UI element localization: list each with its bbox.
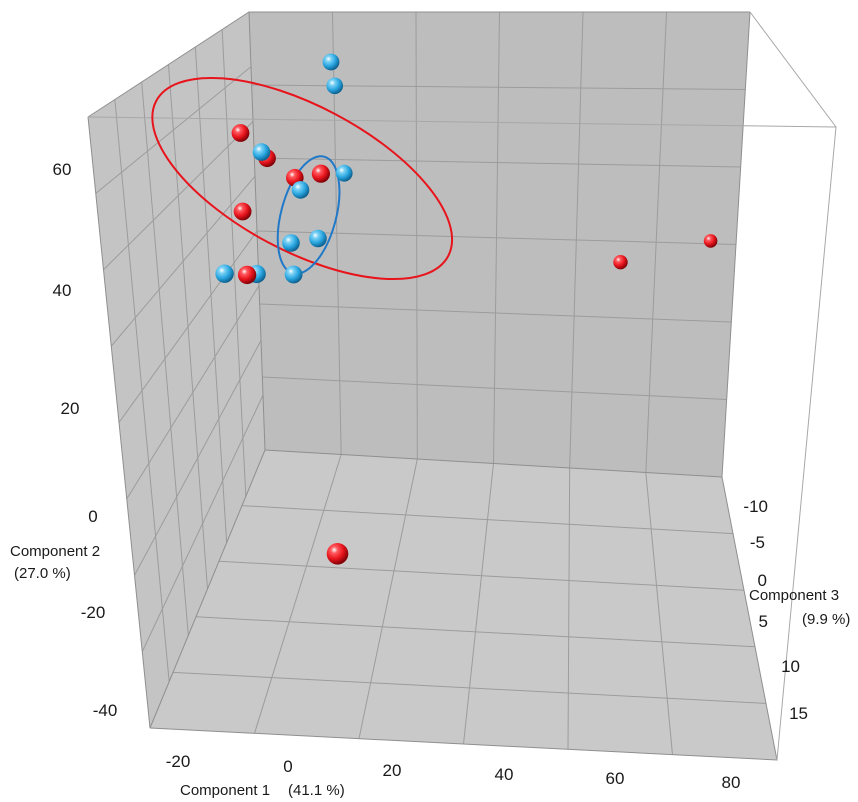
y-axis-title: Component 2 (27.0 %) — [10, 543, 100, 582]
grid-line — [221, 29, 247, 497]
grid-line — [567, 467, 571, 750]
red-group-point — [233, 202, 252, 221]
grid-line — [114, 99, 170, 682]
z-axis-ticks: -10 -5 0 5 10 15 — [743, 497, 808, 723]
blue-group-point — [282, 234, 300, 252]
red-group-point — [613, 255, 628, 270]
grid-line — [262, 376, 727, 400]
blue-group-point — [291, 181, 310, 199]
z-axis-variance: (9.9 %) — [802, 611, 850, 628]
grid-line — [463, 463, 494, 745]
y-axis-variance: (27.0 %) — [14, 565, 71, 582]
red-group-point — [237, 265, 257, 285]
grid-line — [645, 472, 673, 755]
y-tick: -20 — [81, 603, 106, 622]
red-group-point — [231, 124, 250, 142]
data-points — [215, 53, 718, 565]
z-tick: -5 — [750, 533, 765, 552]
grid-line — [195, 616, 756, 648]
blue-group-point — [322, 53, 340, 71]
back-pane — [249, 12, 750, 477]
y-tick: -40 — [93, 701, 118, 720]
y-tick: 20 — [61, 399, 80, 418]
z-tick: 0 — [758, 571, 767, 590]
z-tick: 10 — [781, 657, 800, 676]
grid-line — [194, 46, 228, 543]
z-axis-label: Component 3 — [749, 587, 839, 604]
y-axis-ticks: 60 40 20 0 -20 -40 — [53, 160, 118, 720]
x-tick: 20 — [383, 761, 402, 780]
grid-line — [168, 64, 208, 590]
grid-line — [218, 560, 745, 591]
z-tick: 5 — [759, 612, 768, 631]
y-tick: 0 — [88, 507, 97, 526]
grid-line — [172, 671, 767, 704]
blue-group-point — [326, 77, 344, 95]
y-tick: 60 — [53, 160, 72, 179]
z-tick: 15 — [789, 704, 808, 723]
x-axis-label: Component 1 — [180, 782, 270, 799]
blue-group-point — [335, 164, 353, 182]
grid-line — [141, 81, 189, 636]
blue-group-point — [252, 143, 271, 161]
red-group-point — [326, 543, 349, 565]
red-group-confidence-ellipse — [151, 76, 454, 281]
grid-line — [254, 157, 741, 168]
x-axis-variance: (41.1 %) — [288, 782, 345, 799]
y-axis-label: Component 2 — [10, 543, 100, 560]
x-tick: 60 — [606, 769, 625, 788]
red-group-point — [311, 164, 330, 183]
x-axis-ticks: -20 0 20 40 60 80 — [166, 752, 741, 792]
z-tick: -10 — [743, 497, 768, 516]
blue-group-point — [284, 265, 303, 284]
z-axis-title: Component 3 (9.9 %) — [749, 587, 850, 628]
x-tick: 80 — [722, 773, 741, 792]
x-tick: 40 — [495, 765, 514, 784]
grid-line — [358, 458, 418, 739]
bounding-box-edges — [87, 11, 837, 761]
grid-line — [259, 303, 732, 323]
grid-line — [241, 505, 734, 535]
plot-panes — [88, 12, 777, 760]
y-tick: 40 — [53, 281, 72, 300]
grid-line — [254, 454, 342, 734]
x-tick: 0 — [283, 757, 292, 776]
x-tick: -20 — [166, 752, 191, 771]
blue-group-point — [215, 264, 234, 283]
red-group-point — [703, 234, 718, 248]
blue-group-point — [309, 229, 327, 248]
grid-line — [256, 230, 737, 245]
